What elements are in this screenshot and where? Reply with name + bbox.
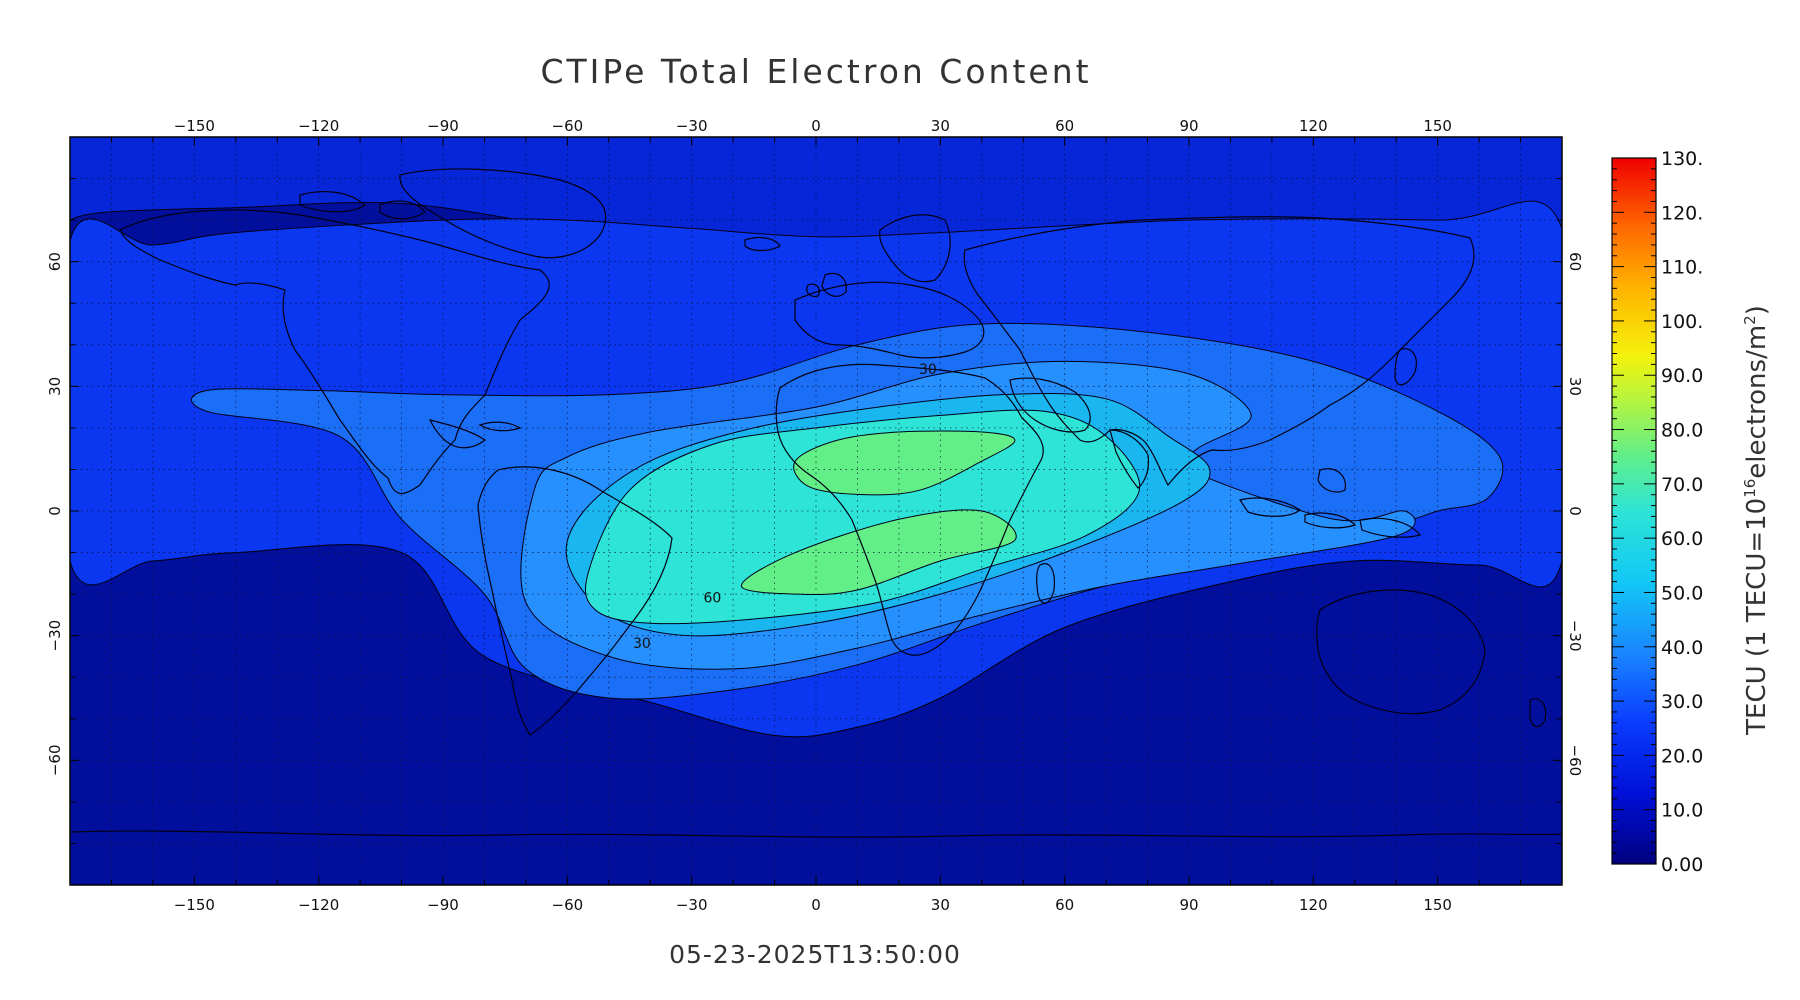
chart-title: CTIPe Total Electron Content	[540, 52, 1091, 91]
colorbar-gradient	[1611, 157, 1657, 865]
colorbar: 130. 120. 110. 100. 90.0 80.0 70.0 60.0 50.0 40.0…	[1611, 148, 1772, 876]
colorbar-tick-label: 110.	[1661, 257, 1703, 279]
lat-label-right: −60	[1566, 745, 1584, 777]
lon-label-bottom: −60	[552, 896, 584, 914]
colorbar-units-label: TECU (1 TECU=1016electrons/m2)	[1741, 305, 1772, 736]
lon-label-top: 0	[811, 117, 821, 135]
lon-label-bottom: −90	[427, 896, 459, 914]
lat-label-left: 30	[46, 377, 64, 396]
lon-label-top: 60	[1055, 117, 1074, 135]
colorbar-tick-label: 80.0	[1661, 420, 1703, 442]
colorbar-tick-label: 70.0	[1661, 474, 1703, 496]
lat-lon-gridlines	[70, 137, 1562, 885]
lon-label-bottom: 150	[1423, 896, 1452, 914]
units-prefix: TECU (1 TECU=10	[1742, 498, 1772, 736]
lat-label-left: 60	[46, 252, 64, 271]
lat-label-right: −30	[1566, 620, 1584, 652]
lon-label-bottom: 0	[811, 896, 821, 914]
lat-label-left: −30	[46, 620, 64, 652]
lat-label-right: 0	[1566, 506, 1584, 516]
colorbar-ticks: 130. 120. 110. 100. 90.0 80.0 70.0 60.0 50.0 40.0…	[1612, 148, 1703, 876]
lon-label-top: 30	[931, 117, 950, 135]
lon-label-bottom: −150	[174, 896, 215, 914]
lon-label-top: −30	[676, 117, 708, 135]
contour-label: 60	[703, 590, 721, 606]
tec-contour-70-5	[793, 430, 1016, 496]
units-squared: 2	[1741, 315, 1759, 325]
lon-label-top: −120	[298, 117, 339, 135]
tec-contour-fills	[70, 200, 1562, 885]
lon-label-top: −90	[427, 117, 459, 135]
contour-labels: 30 60 30	[633, 362, 937, 652]
timestamp: 05-23-2025T13:50:00	[669, 940, 961, 969]
lon-label-top: 90	[1179, 117, 1198, 135]
colorbar-tick-label: 130.	[1661, 148, 1703, 170]
lon-label-bottom: 30	[931, 896, 950, 914]
colorbar-tick-label: 60.0	[1661, 528, 1703, 550]
lat-label-left: 0	[46, 506, 64, 516]
contour-label: 30	[919, 362, 937, 378]
lon-label-top: 150	[1423, 117, 1452, 135]
lon-label-top: −60	[552, 117, 584, 135]
units-mid: electrons/m	[1742, 325, 1772, 479]
units-exponent: 16	[1741, 479, 1759, 498]
lon-label-bottom: 60	[1055, 896, 1074, 914]
colorbar-tick-label: 90.0	[1661, 365, 1703, 387]
lon-label-bottom: 120	[1299, 896, 1328, 914]
colorbar-tick-label: 50.0	[1661, 582, 1703, 604]
lon-label-bottom: −30	[676, 896, 708, 914]
lon-label-bottom: 90	[1179, 896, 1198, 914]
colorbar-tick-label: 120.	[1661, 202, 1703, 224]
colorbar-tick-label: 20.0	[1661, 745, 1703, 767]
colorbar-tick-label: 40.0	[1661, 637, 1703, 659]
axis-ticks: −150−150−120−120−90−90−60−60−30−30003030…	[46, 117, 1584, 914]
tec-contour-60-4	[585, 409, 1141, 625]
units-suffix: )	[1742, 305, 1772, 315]
lon-label-top: −150	[174, 117, 215, 135]
lon-label-bottom: −120	[298, 896, 339, 914]
colorbar-tick-label: 0.00	[1661, 854, 1703, 876]
colorbar-tick-label: 100.	[1661, 311, 1703, 333]
colorbar-tick-label: 10.0	[1661, 800, 1703, 822]
lat-label-right: 60	[1566, 252, 1584, 271]
contour-label: 30	[633, 636, 651, 652]
coastlines	[70, 168, 1562, 838]
lat-label-left: −60	[46, 745, 64, 777]
lon-label-top: 120	[1299, 117, 1328, 135]
colorbar-tick-label: 30.0	[1661, 691, 1703, 713]
lat-label-right: 30	[1566, 377, 1584, 396]
